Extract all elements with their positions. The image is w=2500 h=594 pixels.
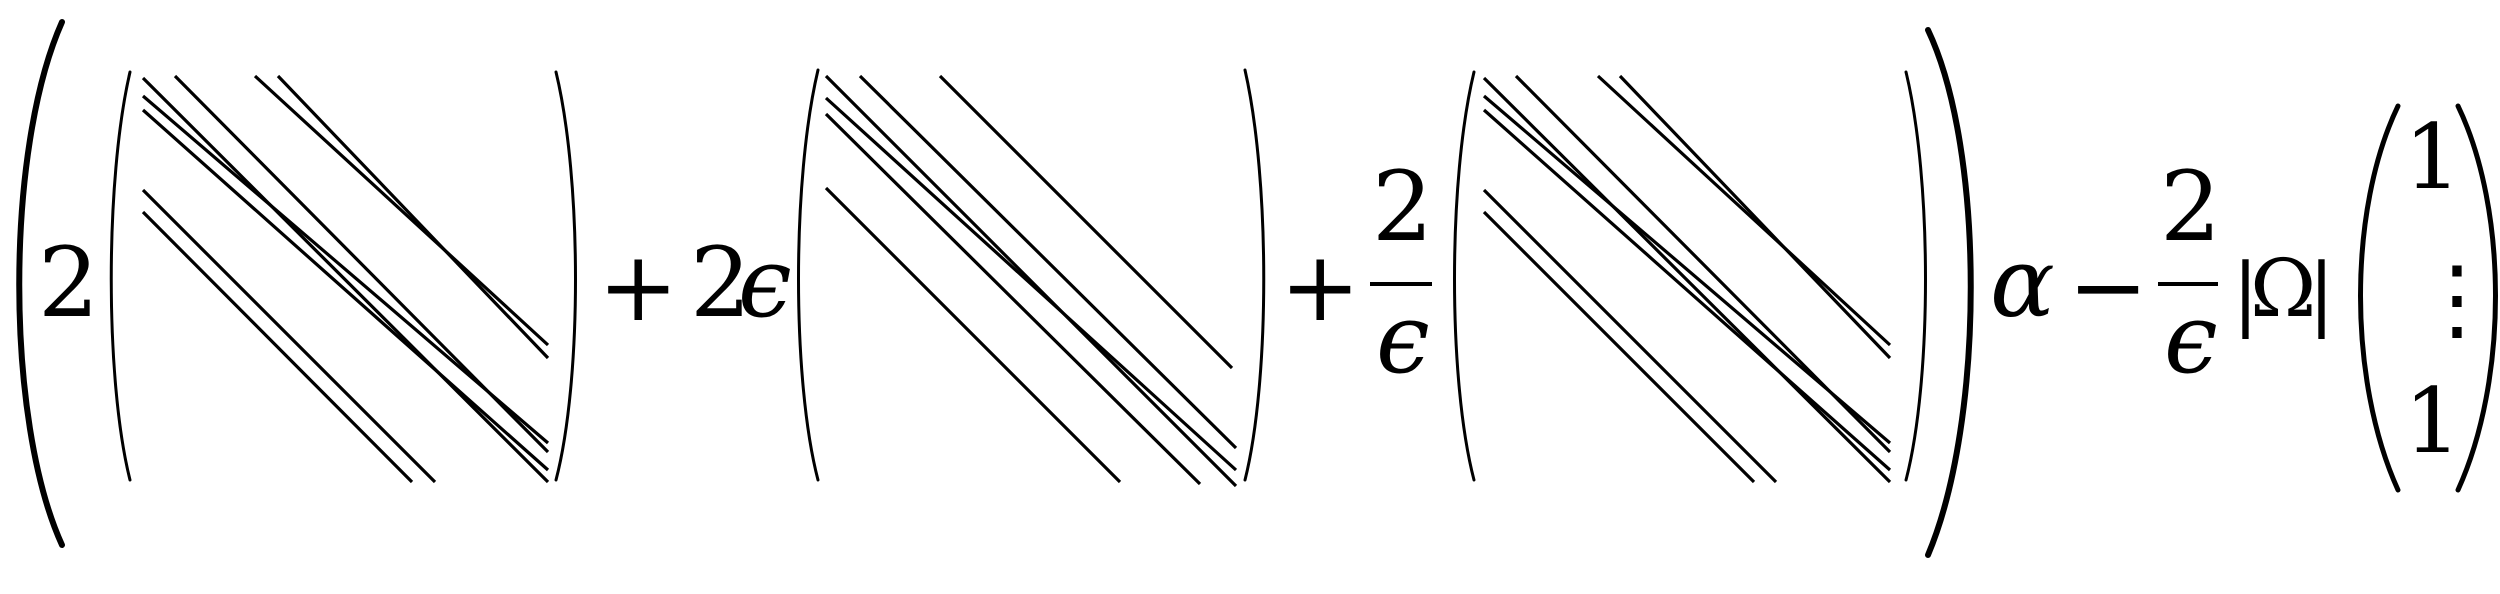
matrix-3-right-paren	[1904, 70, 1927, 482]
outer-left-paren	[16, 19, 65, 548]
vector-entry-top: 1	[2404, 105, 2461, 210]
matrix-1-diagonal	[173, 74, 550, 454]
matrix-2-diagonal	[824, 74, 1238, 488]
matrix-3	[1453, 70, 1927, 484]
fraction-two-over-epsilon: 2 ϵ	[1370, 151, 1433, 395]
matrix-3-diagonal	[1482, 76, 1892, 484]
matrix-1-diagonal	[141, 210, 414, 484]
matrix-2-left-paren	[797, 68, 820, 482]
matrix-3-diagonal	[1482, 108, 1892, 472]
fraction-two-over-epsilon: 2 ϵ	[2158, 151, 2221, 395]
minus-sign: −	[2068, 231, 2148, 343]
matrix-3-diagonal	[1618, 74, 1892, 360]
matrix-2-diagonal	[824, 186, 1122, 484]
outer-right-paren	[1925, 27, 1974, 558]
matrix-3-diagonal	[1514, 74, 1892, 454]
abs-bar-left: |	[2232, 246, 2259, 339]
matrix-1-right-paren	[554, 70, 577, 482]
vector-left-paren	[2358, 103, 2401, 493]
matrix-1-diagonal	[253, 74, 550, 347]
plus-sign: +	[598, 231, 678, 343]
vector-vertical-dots: ⋮	[2412, 247, 2500, 352]
matrix-1-diagonal	[141, 188, 437, 484]
vector-entry-bottom: 1	[2404, 369, 2461, 474]
matrix-1	[109, 70, 577, 484]
matrix-2	[797, 68, 1266, 488]
matrix-1-diagonal	[276, 74, 550, 360]
coefficient-2: 2	[690, 227, 751, 339]
vector-right-paren	[2455, 103, 2498, 493]
omega-symbol: Ω	[2250, 242, 2316, 335]
fraction-denominator: ϵ	[1376, 283, 1430, 395]
matrix-3-diagonal	[1596, 74, 1892, 347]
matrix-3-left-paren	[1453, 70, 1476, 482]
matrix-2-diagonal	[824, 112, 1202, 486]
fraction-numerator: 2	[2160, 151, 2221, 263]
matrix-3-diagonal	[1482, 188, 1778, 484]
matrix-2-right-paren	[1243, 68, 1266, 482]
matrix-2-diagonal	[858, 74, 1238, 450]
alpha-symbol: α	[1990, 227, 2055, 339]
epsilon-symbol: ϵ	[738, 227, 792, 339]
fraction-numerator: 2	[1372, 151, 1433, 263]
matrix-3-diagonal	[1482, 210, 1756, 484]
ones-vector: 1 ⋮ 1	[2358, 103, 2500, 493]
abs-bar-right: |	[2308, 246, 2335, 339]
coefficient-2: 2	[38, 227, 99, 339]
matrix-2-diagonal	[824, 96, 1238, 472]
fraction-denominator: ϵ	[2164, 283, 2218, 395]
plus-sign: +	[1280, 231, 1360, 343]
matrix-1-diagonal	[141, 76, 550, 484]
matrix-2-diagonal	[938, 74, 1234, 370]
matrix-1-left-paren	[109, 70, 132, 482]
matrix-1-diagonal	[141, 108, 550, 472]
